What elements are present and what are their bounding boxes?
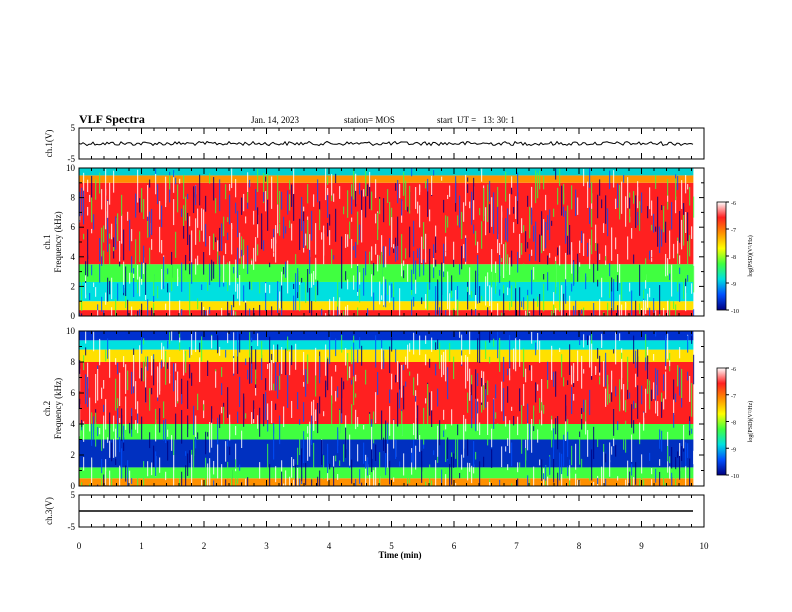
y-tick-label: 6 bbox=[71, 222, 76, 232]
y-tick-label: 5 bbox=[71, 123, 76, 133]
x-axis: 0 1 2 3 4 5 6 7 8 9 10 Time (min) bbox=[77, 541, 709, 560]
y-tick-label: 8 bbox=[71, 357, 76, 367]
band-2-6 bbox=[79, 175, 694, 183]
panel-2: 0 2 4 6 8 10 ch.1Frequency (kHz) bbox=[42, 163, 705, 321]
band-2-7 bbox=[79, 168, 694, 176]
y-axis-label: ch.3(V) bbox=[44, 497, 54, 525]
y-tick-label: -5 bbox=[68, 154, 76, 164]
band-3-6 bbox=[79, 349, 694, 362]
y-tick-label: 0 bbox=[71, 311, 76, 321]
x-tick-label: 0 bbox=[77, 541, 82, 551]
colorbar-label: log(PSD)(V²/Hz) bbox=[747, 235, 754, 276]
x-tick-label: 5 bbox=[389, 541, 394, 551]
y-tick-label: 5 bbox=[71, 490, 76, 500]
x-tick-label: 10 bbox=[700, 541, 710, 551]
x-tick-label: 7 bbox=[514, 541, 519, 551]
colorbar-tick-label: -6 bbox=[731, 367, 736, 373]
colorbar-tick-label: -7 bbox=[731, 228, 736, 234]
x-tick-label: 1 bbox=[139, 541, 144, 551]
band-3-8 bbox=[79, 331, 694, 341]
colorbar-tick-label: -8 bbox=[731, 421, 736, 427]
x-tick-label: 6 bbox=[452, 541, 457, 551]
spectrogram-texture bbox=[79, 168, 695, 316]
spectrogram-texture bbox=[79, 331, 695, 486]
y-tick-label: 10 bbox=[66, 326, 76, 336]
y-tick-label: -5 bbox=[68, 522, 76, 532]
y-axis-label: ch.2Frequency (kHz) bbox=[42, 378, 63, 439]
chart-title: VLF Spectra bbox=[79, 112, 145, 126]
y-tick-label: 0 bbox=[71, 481, 76, 491]
panel-1: 5 -5 ch.1(V) bbox=[44, 123, 705, 164]
x-tick-label: 9 bbox=[639, 541, 644, 551]
y-tick-label: 4 bbox=[71, 252, 76, 262]
chart-start-time: start UT = 13: 30: 1 bbox=[437, 115, 515, 125]
y-axis-label: ch.1(V) bbox=[44, 130, 54, 158]
colorbars: -6 -7 -8 -9 -10 log(PSD)(V²/Hz) -6 -7 -8 -9 -10 log… bbox=[716, 201, 754, 480]
y-tick-label: 8 bbox=[71, 193, 76, 203]
x-tick-label: 2 bbox=[202, 541, 207, 551]
band-3-1 bbox=[79, 478, 694, 486]
x-tick-label: 8 bbox=[577, 541, 582, 551]
colorbar-1: -6 -7 -8 -9 -10 log(PSD)(V²/Hz) bbox=[716, 201, 754, 315]
y-tick-label: 10 bbox=[66, 163, 76, 173]
y-tick-label: 6 bbox=[71, 388, 76, 398]
colorbar-tick-label: -10 bbox=[731, 474, 739, 480]
x-tick-label: 3 bbox=[264, 541, 269, 551]
colorbar-label: log(PSD)(V²/Hz) bbox=[747, 401, 754, 442]
colorbar-tick-label: -8 bbox=[731, 255, 736, 261]
band-3-7 bbox=[79, 340, 694, 350]
panel-4: 5 -5 ch.3(V) bbox=[44, 490, 705, 532]
colorbar-tick-label: -10 bbox=[731, 309, 739, 315]
x-tick-label: 4 bbox=[327, 541, 332, 551]
chart-station: station= MOS bbox=[344, 115, 395, 125]
y-axis-label: ch.1Frequency (kHz) bbox=[42, 211, 63, 272]
colorbar-tick-label: -6 bbox=[731, 201, 736, 207]
panels: 5 -5 ch.1(V) 0 2 4 6 8 10 ch.1Frequency (kHz) 0 2 4 6… bbox=[42, 123, 705, 532]
y-tick-label: 2 bbox=[71, 450, 76, 460]
band-2-1 bbox=[79, 310, 694, 316]
panel-3: 0 2 4 6 8 10 ch.2Frequency (kHz) bbox=[42, 326, 705, 491]
band-3-5 bbox=[79, 362, 694, 424]
band-2-4 bbox=[79, 264, 694, 282]
colorbar-tick-label: -7 bbox=[731, 394, 736, 400]
waveform-line-1 bbox=[78, 140, 694, 147]
y-tick-label: 2 bbox=[71, 281, 76, 291]
chart-date: Jan. 14, 2023 bbox=[251, 115, 299, 125]
colorbar-2: -6 -7 -8 -9 -10 log(PSD)(V²/Hz) bbox=[716, 367, 754, 480]
x-axis-label: Time (min) bbox=[378, 550, 421, 560]
colorbar-tick-label: -9 bbox=[731, 282, 736, 288]
colorbar-tick-label: -9 bbox=[731, 447, 736, 453]
y-tick-label: 4 bbox=[71, 419, 76, 429]
chart-header: VLF Spectra Jan. 14, 2023 station= MOS s… bbox=[79, 112, 515, 126]
